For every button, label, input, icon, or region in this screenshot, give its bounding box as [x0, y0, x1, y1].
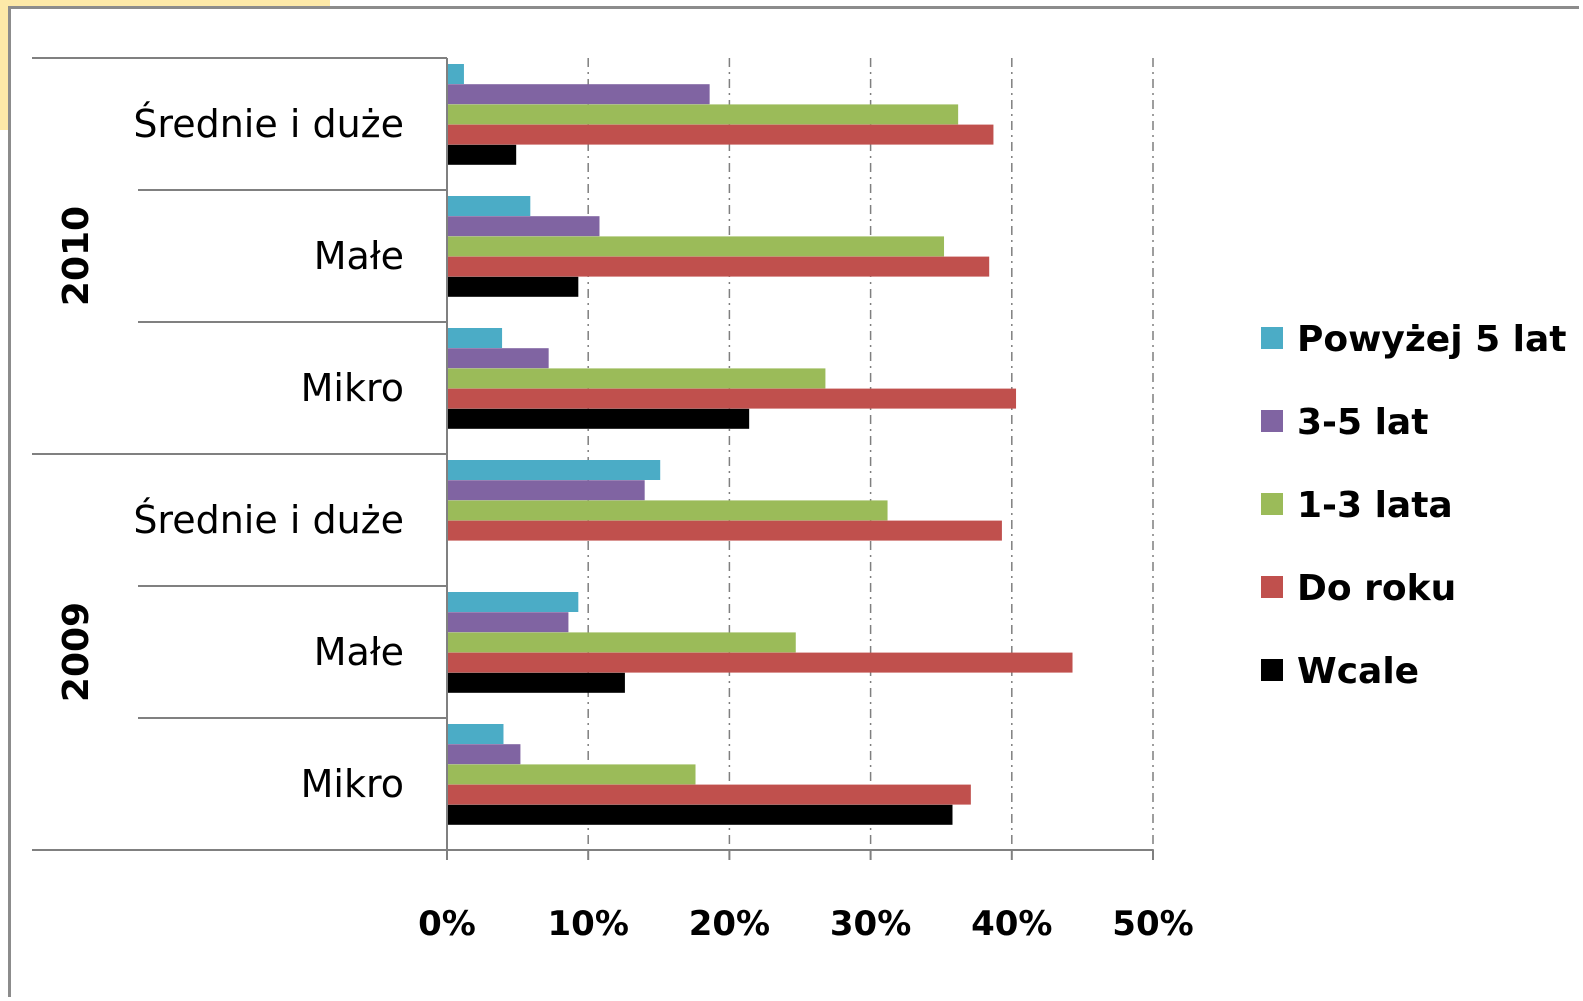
- bar: [448, 256, 990, 277]
- bar: [448, 804, 953, 825]
- legend-swatch: [1261, 576, 1283, 598]
- group-year-label: 2010: [56, 206, 97, 306]
- bar: [448, 612, 569, 633]
- legend-label: Wcale: [1297, 651, 1419, 692]
- legend-label: Do roku: [1297, 568, 1456, 609]
- group-year-label: 2009: [56, 602, 97, 702]
- x-tick-label: 30%: [830, 904, 911, 944]
- bar: [448, 672, 625, 693]
- x-tick-label: 20%: [689, 904, 770, 944]
- category-label: Małe: [314, 630, 404, 674]
- bar: [448, 500, 888, 521]
- x-tick-label: 0%: [418, 904, 476, 944]
- x-tick-label: 50%: [1112, 904, 1193, 944]
- legend-label: Powyżej 5 lat: [1297, 319, 1567, 360]
- category-label: Średnie i duże: [133, 102, 404, 146]
- bar: [448, 388, 1017, 409]
- bar: [448, 216, 600, 237]
- category-axis-table: Średnie i duże Małe Mikro 2010 Średnie i duż…: [32, 57, 1153, 860]
- legend-swatch: [1261, 659, 1283, 681]
- legend-swatch: [1261, 327, 1283, 349]
- bar: [448, 592, 579, 612]
- bar: [448, 348, 549, 369]
- bar: [448, 196, 531, 216]
- category-label: Średnie i duże: [133, 498, 404, 542]
- bar: [448, 328, 503, 348]
- bar: [448, 480, 645, 501]
- legend-swatch: [1261, 410, 1283, 432]
- legend-label: 3-5 lat: [1297, 402, 1428, 443]
- x-tick-label: 10%: [548, 904, 629, 944]
- bar: [448, 460, 661, 480]
- bar: [448, 236, 945, 257]
- bar: [448, 64, 464, 84]
- bar: [448, 408, 750, 429]
- bar: [448, 784, 971, 805]
- legend-swatch: [1261, 493, 1283, 515]
- bar: [448, 104, 959, 125]
- bars: [448, 64, 1073, 825]
- bar: [448, 520, 1002, 541]
- category-label: Małe: [314, 234, 404, 278]
- bar: [448, 632, 796, 653]
- bar: [448, 276, 579, 297]
- x-tick-label: 40%: [971, 904, 1052, 944]
- bar: [448, 744, 521, 765]
- legend-label: 1-3 lata: [1297, 485, 1453, 526]
- bar: [448, 764, 696, 785]
- gridlines: [587, 58, 1154, 850]
- category-label: Mikro: [301, 762, 404, 806]
- bar: [448, 144, 517, 165]
- x-axis-ticks: 0% 10% 20% 30% 40% 50%: [418, 850, 1194, 944]
- category-label: Mikro: [301, 366, 404, 410]
- bar: [448, 724, 504, 744]
- bar: [448, 84, 710, 105]
- bar: [448, 124, 994, 145]
- bar: [448, 368, 826, 389]
- bar: [448, 652, 1073, 673]
- legend: Powyżej 5 lat 3-5 lat 1-3 lata Do roku Wcale: [1261, 319, 1567, 692]
